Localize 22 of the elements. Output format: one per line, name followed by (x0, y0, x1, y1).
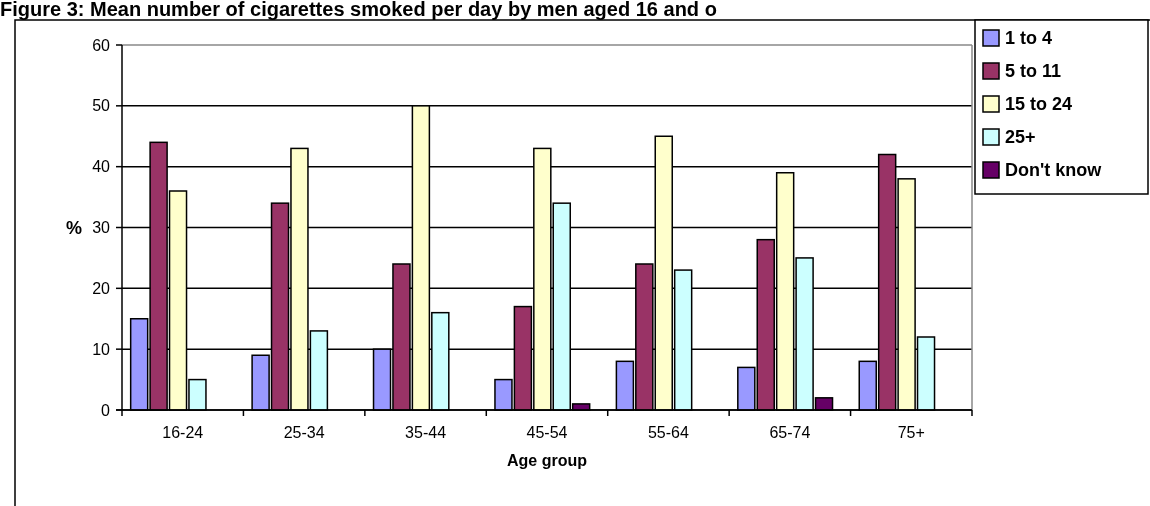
y-tick-label: 20 (92, 279, 111, 297)
legend-label: Don't know (1005, 160, 1103, 181)
x-tick-label: 35-44 (405, 424, 447, 441)
y-axis-title: % (65, 217, 82, 238)
x-axis-title: Age group (507, 452, 588, 469)
legend-label: 15 to 24 (1005, 94, 1073, 115)
y-tick-label: 10 (92, 340, 111, 358)
x-tick-label: 65-74 (769, 424, 811, 441)
chart-title: Figure 3: Mean number of cigarettes smoked per day by men aged 16 and o (0, 0, 717, 20)
legend-label: 1 to 4 (1005, 28, 1053, 49)
x-tick-label: 16-24 (162, 424, 204, 441)
y-tick-label: 50 (92, 97, 111, 115)
legend-label: 25+ (1005, 127, 1036, 148)
x-tick-label: 45-54 (526, 424, 568, 441)
x-tick-label: 75+ (897, 424, 925, 441)
x-tick-label: 25-34 (283, 424, 325, 441)
y-tick-label: 60 (92, 36, 111, 54)
x-tick-label: 55-64 (647, 424, 689, 441)
legend-label: 5 to 11 (1005, 61, 1062, 82)
y-tick-label: 0 (101, 401, 111, 419)
y-tick-label: 40 (92, 158, 111, 176)
y-tick-label: 30 (92, 219, 111, 237)
